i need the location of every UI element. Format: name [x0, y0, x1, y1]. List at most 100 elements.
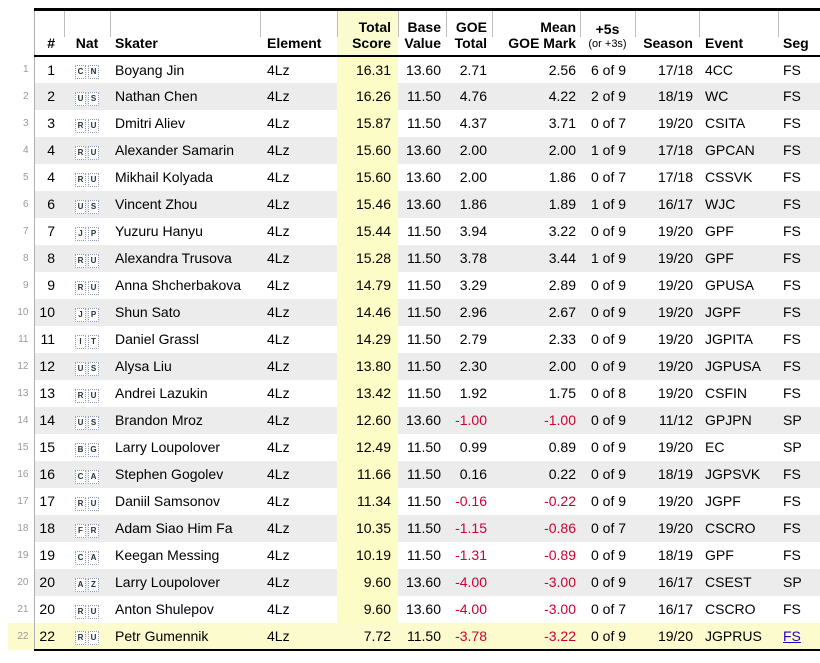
- goe-total-cell: 1.86: [446, 190, 492, 218]
- total-score-header-line2: Score: [352, 34, 391, 51]
- goe-total-cell: -1.00: [446, 406, 492, 434]
- row-number-cell: 19: [8, 541, 35, 569]
- mean-goe-cell: 2.67: [492, 298, 580, 326]
- event-cell: WC: [699, 82, 778, 110]
- rank-cell: 16: [34, 460, 64, 488]
- goe-total-cell: 1.92: [446, 379, 492, 407]
- table-row: 19 19 C A Keegan Messing 4Lz 10.19 11.50 -1.31 -0…: [8, 541, 820, 569]
- segment-cell: FS: [778, 379, 820, 407]
- mean-goe-cell: -1.00: [492, 406, 580, 434]
- rank-cell: 12: [34, 352, 64, 380]
- flag-letter-box-icon: C: [75, 550, 86, 565]
- season-cell: 19/20: [635, 298, 699, 326]
- rank-cell: 6: [34, 190, 64, 218]
- base-value-cell: 11.50: [398, 460, 446, 488]
- element-cell: 4Lz: [260, 190, 337, 218]
- row-number-cell: 8: [8, 244, 35, 272]
- goe-total-cell: 2.00: [446, 136, 492, 164]
- goe-total-cell: 2.30: [446, 352, 492, 380]
- row-number-cell: 6: [8, 190, 35, 218]
- nat-header-label: Nat: [75, 34, 99, 51]
- goe-total-cell: -3.78: [446, 622, 492, 651]
- skater-name-cell: Daniil Samsonov: [110, 487, 260, 515]
- goe-total-cell: 4.37: [446, 109, 492, 137]
- season-cell: 19/20: [635, 487, 699, 515]
- flag-letter-box-icon: U: [75, 199, 86, 214]
- flag-letter-box-icon: U: [88, 280, 99, 295]
- flag-letter-box-icon: A: [88, 550, 99, 565]
- row-number-cell: 9: [8, 271, 35, 299]
- total-score-header-line1: Total: [358, 18, 391, 35]
- goe-total-header-line1: GOE: [455, 18, 487, 35]
- goe-total-cell: -4.00: [446, 595, 492, 623]
- row-number-cell: 18: [8, 514, 35, 542]
- flag-letter-box-icon: N: [88, 65, 99, 79]
- skater-name-cell: Vincent Zhou: [110, 190, 260, 218]
- plus5s-cell: 0 of 9: [580, 298, 635, 326]
- element-cell: 4Lz: [260, 460, 337, 488]
- season-cell: 19/20: [635, 217, 699, 245]
- base-value-cell: 11.50: [398, 217, 446, 245]
- event-header: Event: [699, 8, 778, 57]
- mean-goe-cell: 4.22: [492, 82, 580, 110]
- base-value-cell: 13.60: [398, 163, 446, 191]
- row-number-cell: 7: [8, 217, 35, 245]
- segment-cell: FS: [778, 163, 820, 191]
- event-cell: EC: [699, 433, 778, 461]
- flag-letter-box-icon: A: [88, 469, 99, 484]
- season-cell: 19/20: [635, 325, 699, 353]
- plus5s-cell: 1 of 9: [580, 136, 635, 164]
- event-cell: GPJPN: [699, 406, 778, 434]
- segment-cell: FS: [778, 190, 820, 218]
- element-cell: 4Lz: [260, 244, 337, 272]
- skater-name-cell: Boyang Jin: [110, 55, 260, 83]
- rank-cell: 4: [34, 163, 64, 191]
- skater-name-cell: Adam Siao Him Fa: [110, 514, 260, 542]
- element-header-label: Element: [267, 34, 322, 51]
- mean-goe-cell: -3.22: [492, 622, 580, 651]
- total-score-cell: 7.72: [337, 622, 398, 651]
- flag-letter-box-icon: A: [75, 577, 86, 592]
- plus5s-cell: 0 of 9: [580, 460, 635, 488]
- table-row: 16 16 C A Stephen Gogolev 4Lz 11.66 11.50 0.16 0.…: [8, 460, 820, 488]
- season-cell: 16/17: [635, 568, 699, 596]
- rank-cell: 20: [34, 568, 64, 596]
- season-cell: 19/20: [635, 244, 699, 272]
- flag-letter-box-icon: R: [75, 604, 86, 619]
- element-cell: 4Lz: [260, 568, 337, 596]
- flag-letter-box-icon: U: [88, 388, 99, 403]
- event-cell: JGPUSA: [699, 352, 778, 380]
- event-cell: CSSVK: [699, 163, 778, 191]
- flag-letter-box-icon: U: [88, 145, 99, 160]
- base-value-cell: 13.60: [398, 595, 446, 623]
- mean-goe-cell: 0.89: [492, 433, 580, 461]
- row-number-cell: 11: [8, 325, 35, 353]
- table-row: 5 4 R U Mikhail Kolyada 4Lz 15.60 13.60 2.00 1.86…: [8, 163, 820, 191]
- skater-name-cell: Brandon Mroz: [110, 406, 260, 434]
- row-number-cell: 21: [8, 595, 35, 623]
- base-value-cell: 11.50: [398, 82, 446, 110]
- flag-letter-box-icon: U: [75, 361, 86, 376]
- plus5s-cell: 0 of 9: [580, 433, 635, 461]
- table-row: 11 11 I T Daniel Grassl 4Lz 14.29 11.50 2.79 2.33…: [8, 325, 820, 353]
- goe-total-cell: -1.15: [446, 514, 492, 542]
- mean-goe-cell: 2.00: [492, 352, 580, 380]
- segment-cell: FS: [778, 55, 820, 83]
- base-value-cell: 11.50: [398, 298, 446, 326]
- total-score-cell: 15.44: [337, 217, 398, 245]
- element-cell: 4Lz: [260, 514, 337, 542]
- flag-letter-box-icon: J: [75, 307, 86, 322]
- mean-goe-cell: 3.22: [492, 217, 580, 245]
- plus5s-cell: 0 of 9: [580, 406, 635, 434]
- rank-cell: 1: [34, 55, 64, 83]
- segment-cell: FS: [778, 298, 820, 326]
- season-cell: 16/17: [635, 190, 699, 218]
- row-number-cell: 22: [8, 622, 35, 650]
- plus5s-cell: 0 of 7: [580, 514, 635, 542]
- base-value-cell: 13.60: [398, 406, 446, 434]
- segment-link[interactable]: FS: [783, 627, 801, 644]
- total-score-cell: 14.29: [337, 325, 398, 353]
